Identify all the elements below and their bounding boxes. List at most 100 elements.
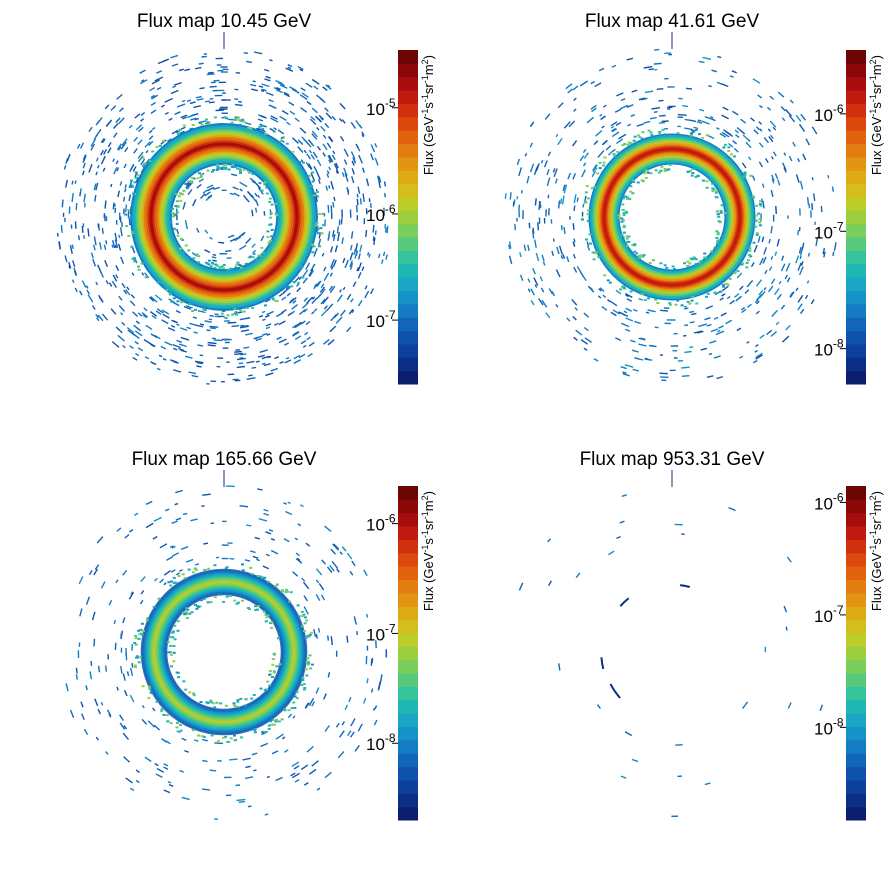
- flux-cell: [623, 310, 628, 314]
- flux-cell: [540, 287, 545, 293]
- ring-edge-cell: [246, 607, 250, 609]
- ring-edge-cell: [237, 706, 241, 709]
- ring-edge-cell: [173, 624, 177, 627]
- ring-edge-cell: [309, 667, 313, 670]
- ring-edge-cell: [194, 308, 197, 311]
- flux-cell: [524, 153, 528, 157]
- flux-cell: [117, 190, 120, 198]
- flux-cell: [341, 546, 347, 552]
- flux-cell: [239, 181, 248, 188]
- flux-cell: [555, 134, 559, 138]
- flux-cell: [583, 312, 590, 318]
- flux-cell: [811, 203, 814, 211]
- flux-cell: [145, 500, 153, 506]
- ring-edge-cell: [184, 611, 188, 614]
- ring-edge-cell: [663, 168, 667, 171]
- flux-cell: [212, 259, 217, 262]
- flux-cell: [675, 744, 683, 746]
- ring-edge-cell: [277, 637, 280, 640]
- ring-edge-cell: [174, 192, 178, 195]
- flux-cell: [316, 171, 321, 180]
- ring-edge-cell: [692, 257, 696, 260]
- flux-cell: [123, 725, 128, 730]
- flux-cell: [249, 83, 257, 87]
- flux-cell: [202, 738, 208, 742]
- flux-cell: [755, 126, 760, 131]
- flux-cell: [207, 341, 217, 345]
- flux-cell: [117, 334, 125, 342]
- flux-cell: [572, 140, 578, 147]
- flux-cell: [316, 94, 324, 102]
- flux-cell: [287, 66, 292, 70]
- flux-cell: [163, 582, 167, 586]
- flux-cell: [144, 756, 152, 763]
- ring-edge-cell: [621, 197, 625, 200]
- flux-cell: [296, 558, 302, 563]
- ring-edge-cell: [233, 118, 237, 121]
- flux-cell: [323, 266, 327, 272]
- ring-edge-cell: [197, 255, 201, 258]
- flux-cell: [262, 565, 270, 570]
- ring-edge-cell: [133, 181, 137, 184]
- flux-cell: [370, 153, 374, 161]
- flux-cell: [543, 160, 548, 168]
- ring-edge-cell: [690, 132, 694, 135]
- flux-cell: [746, 340, 750, 344]
- flux-cell: [763, 287, 767, 291]
- ring-edge-cell: [726, 283, 730, 286]
- flux-cell: [625, 328, 631, 332]
- flux-cell: [316, 145, 321, 151]
- flux-cell: [322, 296, 329, 305]
- flux-cell: [173, 81, 182, 86]
- flux-cell: [752, 359, 758, 364]
- ring-edge-cell: [234, 311, 238, 314]
- color-bar-step: [846, 343, 866, 358]
- flux-cell: [104, 104, 110, 110]
- flux-cell: [350, 231, 354, 239]
- flux-cell: [661, 120, 669, 123]
- flux-cell: [761, 198, 764, 203]
- ring-edge-cell: [625, 235, 629, 238]
- flux-ring: [600, 584, 691, 699]
- flux-cell: [178, 343, 187, 348]
- ring-edge-cell: [626, 143, 630, 146]
- flux-cell: [79, 290, 83, 296]
- ring-edge-cell: [643, 172, 647, 175]
- ring-edge-cell: [133, 664, 137, 667]
- ring-edge-cell: [307, 174, 311, 177]
- ring-edge-cell: [218, 593, 222, 596]
- flux-cell: [83, 193, 86, 203]
- ring-edge-cell: [736, 270, 740, 273]
- flux-cell: [235, 784, 241, 787]
- ring-edge-cell: [270, 723, 274, 726]
- ring-edge-cell: [141, 156, 145, 159]
- ring-edge-cell: [716, 241, 720, 244]
- ring-edge-cell: [263, 299, 266, 302]
- flux-cell: [649, 116, 657, 120]
- flux-cell: [721, 114, 729, 120]
- ring-edge-cell: [616, 150, 620, 153]
- color-bar-tick-label: 10-7: [366, 308, 396, 331]
- ring-edge-cell: [627, 141, 631, 144]
- flux-cell: [294, 335, 302, 340]
- flux-cell: [261, 310, 266, 314]
- flux-cell: [322, 134, 327, 139]
- ring-edge-cell: [304, 668, 308, 671]
- ring-edge-cell: [251, 307, 255, 310]
- flux-cell: [332, 234, 336, 242]
- flux-cell: [684, 350, 692, 354]
- flux-cell: [326, 566, 333, 574]
- color-bar-tick-label: 10-7: [814, 603, 844, 626]
- ring-edge-cell: [586, 213, 590, 216]
- color-bar-label: Flux (GeV-1s-1sr-1m2): [868, 55, 884, 175]
- ring-edge-cell: [178, 192, 182, 195]
- flux-cell: [292, 137, 299, 144]
- ring-edge-cell: [135, 656, 139, 659]
- flux-cell: [348, 308, 354, 315]
- flux-cell: [557, 200, 561, 209]
- flux-cell: [359, 244, 363, 253]
- ring-edge-cell: [261, 731, 265, 733]
- flux-cell: [769, 134, 774, 140]
- color-bar-step: [398, 130, 418, 145]
- ring-edge-cell: [296, 604, 300, 607]
